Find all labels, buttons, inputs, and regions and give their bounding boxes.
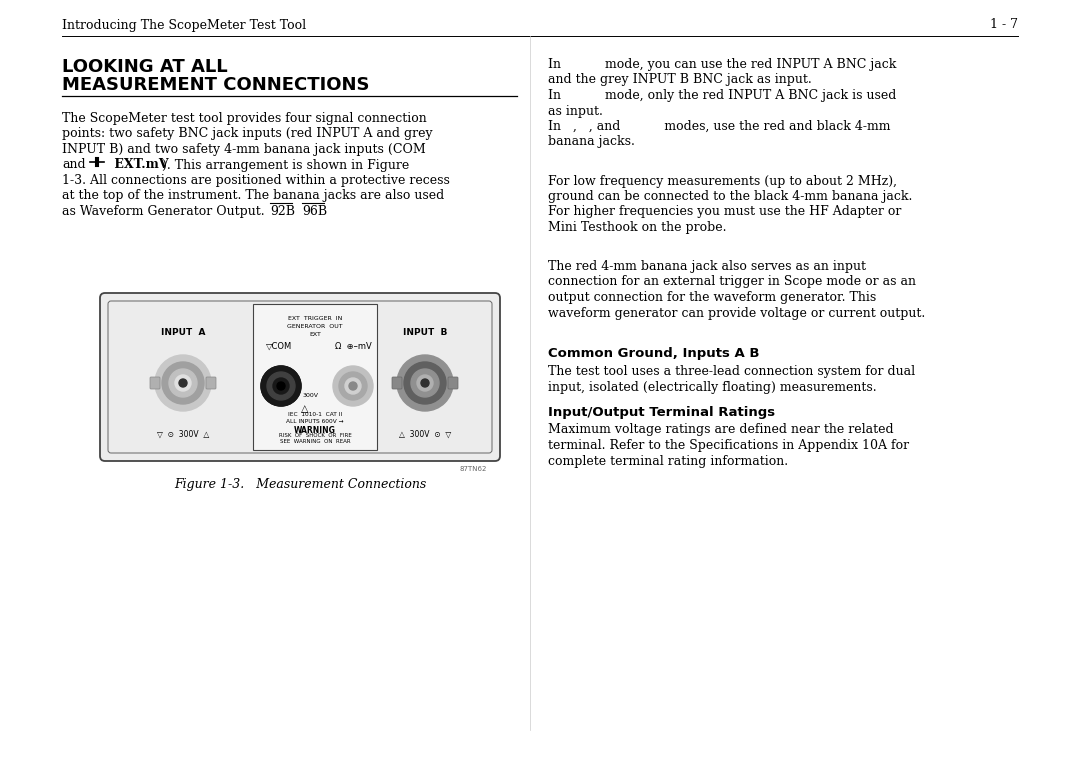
Circle shape <box>267 372 295 400</box>
Text: INPUT B) and two safety 4-mm banana jack inputs (COM: INPUT B) and two safety 4-mm banana jack… <box>62 143 426 156</box>
Text: Common Ground, Inputs A B: Common Ground, Inputs A B <box>548 347 759 360</box>
Circle shape <box>276 382 285 390</box>
Text: Figure 1-3.   Measurement Connections: Figure 1-3. Measurement Connections <box>174 478 427 491</box>
FancyBboxPatch shape <box>150 377 160 389</box>
Text: ground can be connected to the black 4-mm banana jack.: ground can be connected to the black 4-m… <box>548 190 913 203</box>
Text: at the top of the instrument. The banana jacks are also used: at the top of the instrument. The banana… <box>62 190 444 203</box>
Text: Maximum voltage ratings are defined near the related: Maximum voltage ratings are defined near… <box>548 424 893 437</box>
FancyBboxPatch shape <box>108 301 492 453</box>
Circle shape <box>404 362 446 404</box>
Text: banana jacks.: banana jacks. <box>548 136 635 149</box>
Circle shape <box>339 372 367 400</box>
Text: points: two safety BNC jack inputs (red INPUT A and grey: points: two safety BNC jack inputs (red … <box>62 127 433 140</box>
Text: EXT  TRIGGER  IN: EXT TRIGGER IN <box>287 316 342 321</box>
Text: WARNING: WARNING <box>294 426 336 435</box>
Text: terminal. Refer to the Specifications in Appendix 10A for: terminal. Refer to the Specifications in… <box>548 439 909 452</box>
Text: 96B: 96B <box>302 205 327 218</box>
Text: as input.: as input. <box>548 104 603 117</box>
Text: 87TN62: 87TN62 <box>460 466 487 472</box>
Text: △  300V  ⊙  ▽: △ 300V ⊙ ▽ <box>399 430 451 439</box>
Circle shape <box>417 375 433 391</box>
Text: input, isolated (electrically floating) measurements.: input, isolated (electrically floating) … <box>548 380 877 393</box>
Text: INPUT  A: INPUT A <box>161 328 205 337</box>
Text: ▽  ⊙  300V  △: ▽ ⊙ 300V △ <box>157 430 210 439</box>
Text: waveform generator can provide voltage or current output.: waveform generator can provide voltage o… <box>548 306 926 319</box>
Text: △: △ <box>301 404 309 414</box>
Text: Introducing The ScopeMeter Test Tool: Introducing The ScopeMeter Test Tool <box>62 18 306 31</box>
Circle shape <box>273 378 289 394</box>
Text: Input/Output Terminal Ratings: Input/Output Terminal Ratings <box>548 406 775 419</box>
Text: MEASUREMENT CONNECTIONS: MEASUREMENT CONNECTIONS <box>62 76 369 94</box>
Text: 1-3. All connections are positioned within a protective recess: 1-3. All connections are positioned with… <box>62 174 450 187</box>
Circle shape <box>261 366 301 406</box>
Text: IEC  1010-1  CAT II: IEC 1010-1 CAT II <box>288 412 342 417</box>
Circle shape <box>345 378 361 394</box>
Circle shape <box>349 382 357 390</box>
Circle shape <box>168 369 197 397</box>
Text: The ScopeMeter test tool provides four signal connection: The ScopeMeter test tool provides four s… <box>62 112 427 125</box>
Circle shape <box>421 379 429 387</box>
Text: In           mode, only the red INPUT A BNC jack is used: In mode, only the red INPUT A BNC jack i… <box>548 89 896 102</box>
Circle shape <box>411 369 438 397</box>
Text: Mini Testhook on the probe.: Mini Testhook on the probe. <box>548 221 727 234</box>
Circle shape <box>397 355 453 411</box>
Circle shape <box>156 355 211 411</box>
Text: GENERATOR  OUT: GENERATOR OUT <box>287 324 342 329</box>
Bar <box>253 304 377 450</box>
Text: RISK  OF  SHOCK  OR  FIRE: RISK OF SHOCK OR FIRE <box>279 433 351 438</box>
Circle shape <box>162 362 204 404</box>
FancyBboxPatch shape <box>392 377 402 389</box>
Text: The red 4-mm banana jack also serves as an input: The red 4-mm banana jack also serves as … <box>548 260 866 273</box>
Text: 1 - 7: 1 - 7 <box>990 18 1018 31</box>
Text: and: and <box>62 158 85 171</box>
Circle shape <box>179 379 187 387</box>
Text: ▽COM: ▽COM <box>266 342 292 351</box>
Text: For low frequency measurements (up to about 2 MHz),: For low frequency measurements (up to ab… <box>548 174 897 187</box>
Text: 92B: 92B <box>270 205 295 218</box>
Text: INPUT  B: INPUT B <box>403 328 447 337</box>
Text: ALL INPUTS 600V →: ALL INPUTS 600V → <box>286 419 343 424</box>
Text: complete terminal rating information.: complete terminal rating information. <box>548 454 788 468</box>
Text: ). This arrangement is shown in Figure: ). This arrangement is shown in Figure <box>162 158 409 171</box>
Text: SEE  WARNING  ON  REAR: SEE WARNING ON REAR <box>280 439 350 444</box>
Text: In           mode, you can use the red INPUT A BNC jack: In mode, you can use the red INPUT A BNC… <box>548 58 896 71</box>
Text: EXT.mV: EXT.mV <box>110 158 168 171</box>
Text: and the grey INPUT B BNC jack as input.: and the grey INPUT B BNC jack as input. <box>548 73 812 87</box>
FancyBboxPatch shape <box>100 293 500 461</box>
Text: 300V: 300V <box>303 393 319 398</box>
Text: LOOKING AT ALL: LOOKING AT ALL <box>62 58 228 76</box>
Text: EXT: EXT <box>309 332 321 337</box>
Circle shape <box>333 366 373 406</box>
Text: In   ,   , and           modes, use the red and black 4-mm: In , , and modes, use the red and black … <box>548 120 891 133</box>
Text: Ω  ⊕–mV: Ω ⊕–mV <box>335 342 372 351</box>
Text: For higher frequencies you must use the HF Adapter or: For higher frequencies you must use the … <box>548 206 902 219</box>
Circle shape <box>175 375 191 391</box>
Circle shape <box>265 370 297 402</box>
Circle shape <box>261 366 301 406</box>
Text: connection for an external trigger in Scope mode or as an: connection for an external trigger in Sc… <box>548 276 916 289</box>
Text: output connection for the waveform generator. This: output connection for the waveform gener… <box>548 291 876 304</box>
FancyBboxPatch shape <box>206 377 216 389</box>
Text: The test tool uses a three-lead connection system for dual: The test tool uses a three-lead connecti… <box>548 365 915 378</box>
Text: as Waveform Generator Output.: as Waveform Generator Output. <box>62 205 265 218</box>
FancyBboxPatch shape <box>448 377 458 389</box>
